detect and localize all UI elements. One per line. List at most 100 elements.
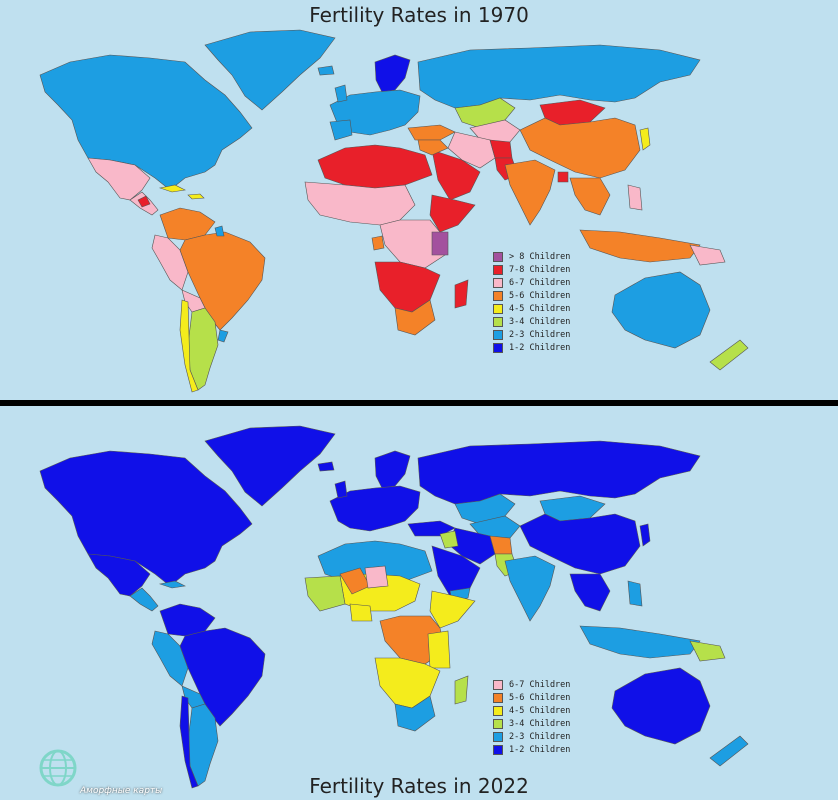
legend-label: 1-2 Children: [509, 342, 571, 353]
nigeria: [349, 603, 373, 622]
greenland: [204, 425, 336, 507]
australia: [611, 667, 711, 745]
chile: [179, 299, 199, 393]
legend-label: 3-4 Children: [509, 316, 571, 327]
indonesia: [579, 625, 701, 659]
mexico: [87, 553, 151, 597]
horn-of-africa: [429, 194, 476, 233]
legend-item: 7-8 Children: [493, 263, 570, 276]
map-1970-panel: Fertility Rates in 1970 > 8 Children 7-8…: [39, 3, 749, 393]
iraq: [439, 530, 459, 549]
legend-swatch: [493, 744, 503, 755]
legend-item: 5-6 Children: [493, 289, 570, 302]
madagascar: [454, 279, 469, 309]
mexico: [87, 157, 151, 201]
colombia-venezuela: [159, 603, 216, 637]
legend-label: 7-8 Children: [509, 264, 571, 275]
legend-item: > 8 Children: [493, 250, 570, 263]
legend-label: 2-3 Children: [509, 329, 571, 340]
legend-swatch: [493, 277, 503, 288]
niger: [364, 565, 389, 589]
legend-item: 4-5 Children: [493, 302, 570, 315]
legend-label: 4-5 Children: [509, 705, 571, 716]
legend-item: 2-3 Children: [493, 328, 570, 341]
watermark-text: Аморфные карты: [80, 786, 163, 796]
caribbean-2: [187, 193, 205, 200]
central-america: [129, 587, 159, 612]
legend-swatch: [493, 329, 503, 340]
philippines: [627, 580, 643, 607]
map-2022-panel: 6-7 Children 5-6 Children 4-5 Children 3…: [0, 406, 838, 800]
europe: [329, 485, 421, 532]
new-guinea: [689, 640, 726, 662]
legend-label: 1-2 Children: [509, 744, 571, 755]
legend-item: 4-5 Children: [493, 704, 570, 717]
legend-item: 6-7 Children: [493, 276, 570, 289]
legend-label: 5-6 Children: [509, 290, 571, 301]
greenland: [204, 29, 336, 111]
legend-item: 2-3 Children: [493, 730, 570, 743]
north-america: [39, 54, 253, 191]
legend-swatch: [493, 718, 503, 729]
uk: [334, 84, 348, 103]
legend-label: 6-7 Children: [509, 679, 571, 690]
gabon: [371, 235, 385, 251]
legend-2022: 6-7 Children 5-6 Children 4-5 Children 3…: [493, 678, 570, 756]
scandinavia: [374, 54, 411, 93]
legend-item: 6-7 Children: [493, 678, 570, 691]
legend-item: 3-4 Children: [493, 717, 570, 730]
colombia-venezuela: [159, 207, 216, 241]
iceland: [317, 65, 335, 76]
southeast-asia: [569, 177, 611, 216]
china: [519, 513, 641, 575]
indonesia: [579, 229, 701, 263]
caribbean: [158, 184, 186, 193]
west-africa: [304, 575, 346, 612]
brazil: [179, 627, 266, 727]
new-zealand: [709, 735, 749, 767]
turkey: [407, 520, 456, 537]
legend-item: 1-2 Children: [493, 341, 570, 354]
globe-icon: [38, 748, 78, 792]
west-africa: [304, 181, 416, 226]
legend-label: 3-4 Children: [509, 718, 571, 729]
south-africa: [394, 695, 436, 732]
kazakhstan: [454, 493, 516, 525]
legend-swatch: [493, 290, 503, 301]
map-title-1970: Fertility Rates in 1970: [309, 3, 529, 27]
legend-swatch: [493, 303, 503, 314]
southeast-asia: [569, 573, 611, 612]
madagascar: [454, 675, 469, 705]
south-africa: [394, 299, 436, 336]
east-africa: [427, 630, 451, 669]
legend-swatch: [493, 264, 503, 275]
legend-swatch: [493, 342, 503, 353]
guatemala: [137, 195, 151, 208]
ecuador-peru: [151, 234, 189, 291]
legend-label: 2-3 Children: [509, 731, 571, 742]
legend-swatch: [493, 316, 503, 327]
legend-label: 5-6 Children: [509, 692, 571, 703]
korea-japan: [639, 523, 651, 547]
russia: [417, 44, 701, 109]
world-map-1970: [39, 29, 749, 393]
panel-divider: [0, 400, 838, 406]
north-africa: [317, 144, 433, 189]
scandinavia: [374, 450, 411, 489]
legend-item: 1-2 Children: [493, 743, 570, 756]
kenya-1970: [431, 231, 449, 256]
india: [504, 555, 556, 622]
legend-1970: > 8 Children 7-8 Children 6-7 Children 5…: [493, 250, 570, 354]
bangladesh: [557, 171, 569, 183]
north-america: [39, 450, 253, 587]
legend-item: 5-6 Children: [493, 691, 570, 704]
legend-swatch: [493, 679, 503, 690]
iceland: [317, 461, 335, 472]
legend-swatch: [493, 251, 503, 262]
iberia-1970: [329, 119, 353, 141]
horn-of-africa: [429, 590, 476, 629]
india: [504, 159, 556, 226]
legend-swatch: [493, 692, 503, 703]
turkey-1970: [407, 124, 456, 141]
kazakhstan: [454, 97, 516, 129]
